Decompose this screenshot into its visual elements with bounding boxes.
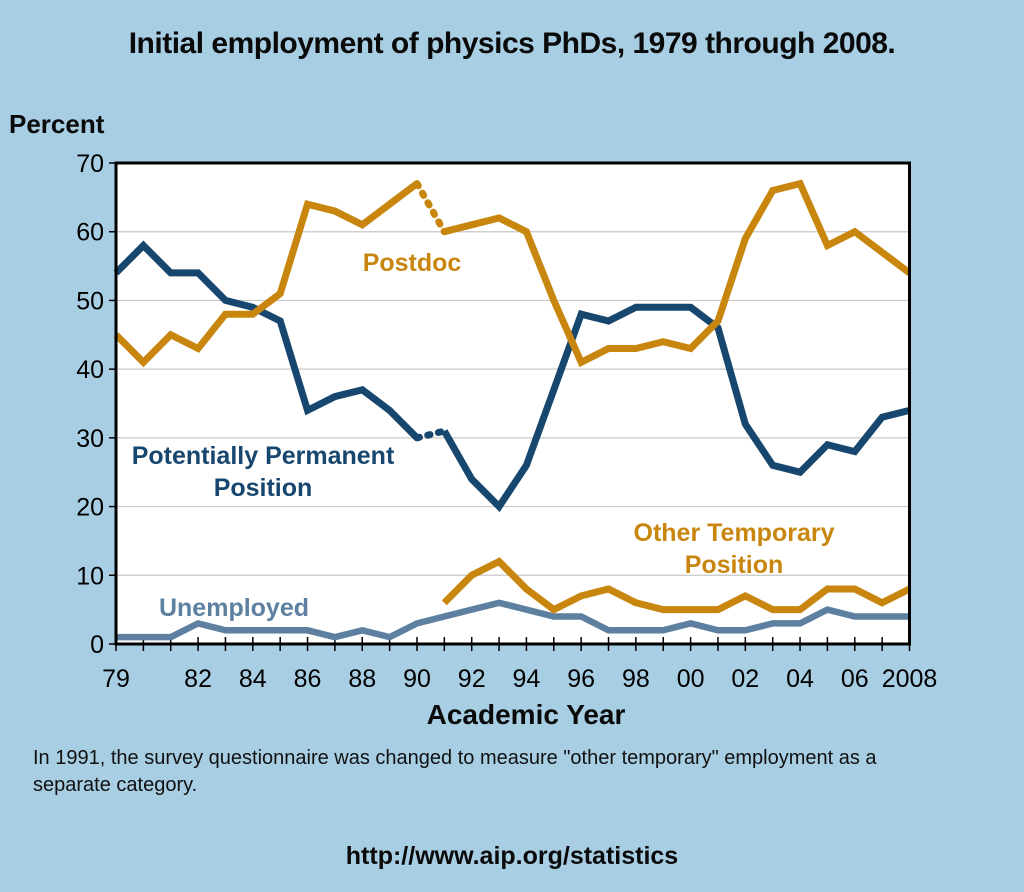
other-temporary-label: Position <box>685 551 784 579</box>
y-axis-title: Percent <box>9 109 105 139</box>
permanent-label: Position <box>214 474 313 502</box>
unemployed-label: Unemployed <box>159 594 309 622</box>
y-tick-label: 20 <box>76 494 104 522</box>
y-tick-label: 60 <box>76 219 104 247</box>
x-tick-label: 06 <box>841 665 869 693</box>
footnote-line: separate category. <box>33 774 198 796</box>
series-other-temporary-position-line <box>441 557 912 614</box>
chart-title: Initial employment of physics PhDs, 1979… <box>128 27 896 60</box>
footnote: In 1991, the survey questionnaire was ch… <box>33 745 913 799</box>
series-postdoc-line <box>113 180 420 368</box>
x-tick-label: 79 <box>102 665 130 693</box>
x-tick-label: 04 <box>786 665 814 693</box>
x-tick-label: 92 <box>458 665 486 693</box>
plot-area <box>116 163 910 644</box>
x-tick-label: 96 <box>567 665 595 693</box>
x-tick-label: 2008 <box>882 665 938 693</box>
plot-frame <box>114 161 911 646</box>
y-tick-label: 70 <box>76 150 104 178</box>
x-tick-label: 00 <box>677 665 705 693</box>
source-url: http://www.aip.org/statistics <box>345 842 679 870</box>
series-potentially-permanent-position-dashed-segment <box>413 427 448 442</box>
x-tick-label: 86 <box>294 665 322 693</box>
y-tick-label: 40 <box>76 356 104 384</box>
y-tick-label: 10 <box>76 562 104 590</box>
y-tick-label: 30 <box>76 425 104 453</box>
x-tick-label: 98 <box>622 665 650 693</box>
x-tick-label: 82 <box>184 665 212 693</box>
series-potentially-permanent-position-line <box>441 303 911 513</box>
series-unemployed-line <box>116 599 910 641</box>
y-tick-label: 0 <box>90 631 104 659</box>
x-tick-label: 90 <box>403 665 431 693</box>
x-tick-label: 84 <box>239 665 267 693</box>
footnote-line: In 1991, the survey questionnaire was ch… <box>33 747 877 769</box>
x-tick-label: 94 <box>513 665 541 693</box>
postdoc-label: Postdoc <box>363 249 462 277</box>
other-temporary-label: Other Temporary <box>634 519 835 547</box>
permanent-label: Potentially Permanent <box>132 442 395 470</box>
y-tick-label: 50 <box>76 287 104 315</box>
series-postdoc-dashed-segment <box>413 180 448 236</box>
series-postdoc-line <box>443 179 912 368</box>
x-tick-label: 88 <box>348 665 376 693</box>
series-potentially-permanent-position-line <box>113 240 420 441</box>
x-axis-title: Academic Year <box>426 699 626 730</box>
x-tick-label: 02 <box>731 665 759 693</box>
